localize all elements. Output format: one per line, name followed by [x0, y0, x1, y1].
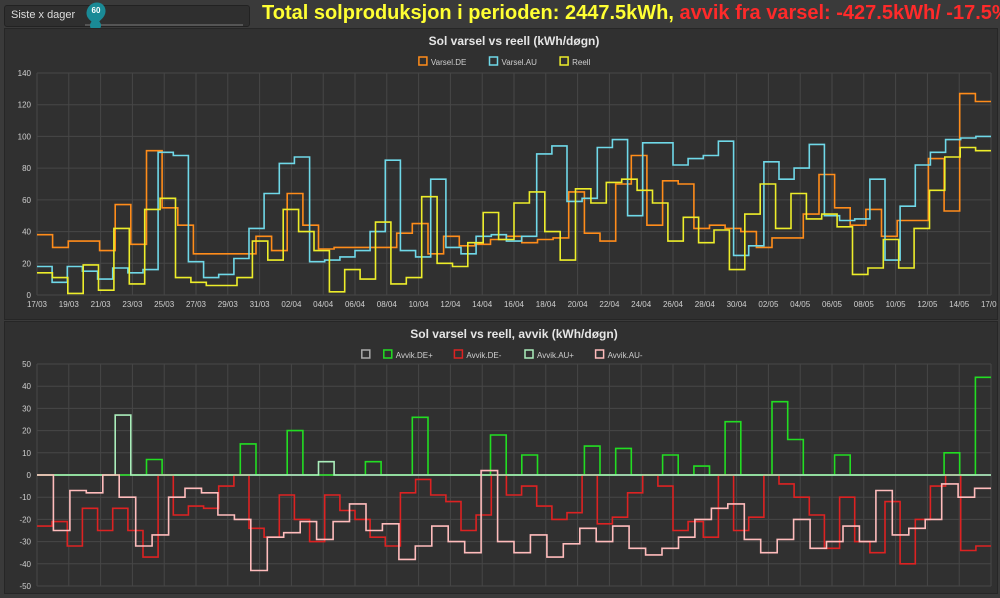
- legend-swatch-reell: [559, 56, 569, 66]
- forecast-vs-actual-chart: Sol varsel vs reell (kWh/døgn) Varsel.DE V…: [18, 34, 1000, 309]
- deviation-chart: Sol varsel vs reell, avvik (kWh/døgn) Avv…: [19, 327, 992, 591]
- legend-label-avvik-de: Avvik.DE+: [396, 351, 433, 360]
- period-label: Siste x dager: [11, 9, 76, 21]
- legend-swatch-avvik-au: [524, 349, 534, 359]
- y-tick-label: 120: [18, 101, 32, 110]
- series-line-avvik-au: [37, 414, 991, 476]
- x-tick-label: 21/03: [91, 300, 112, 309]
- x-tick-label: 14/05: [949, 300, 970, 309]
- y-tick-label: 40: [22, 382, 31, 391]
- legend-label-avvik-au: Avvik.AU-: [608, 351, 643, 360]
- x-tick-label: 28/04: [695, 300, 716, 309]
- slider-value: 60: [91, 6, 101, 15]
- x-tick-label: 08/05: [854, 300, 875, 309]
- y-tick-label: -50: [19, 582, 31, 591]
- legend-label-varsel-de: Varsel.DE: [431, 58, 466, 67]
- x-tick-label: 18/04: [536, 300, 557, 309]
- legend-swatch-baseline: [361, 349, 371, 359]
- headline: Total solproduksjon i perioden: 2447.5kW…: [262, 2, 1000, 25]
- x-tick-label: 22/04: [599, 300, 620, 309]
- x-tick-label: 12/04: [440, 300, 461, 309]
- x-tick-label: 29/03: [218, 300, 239, 309]
- y-tick-label: 40: [22, 228, 31, 237]
- x-tick-label: 16/04: [504, 300, 525, 309]
- x-tick-label: 20/04: [568, 300, 589, 309]
- series-line-varsel-au: [37, 135, 991, 284]
- legend-swatch-avvik-au: [594, 349, 605, 359]
- x-tick-label: 17/05: [981, 300, 997, 309]
- series-line-reell: [37, 146, 991, 295]
- y-tick-label: 100: [18, 132, 32, 141]
- y-tick-label: -40: [19, 560, 31, 569]
- y-tick-label: 0: [27, 471, 32, 480]
- chart-title: Sol varsel vs reell (kWh/døgn): [429, 34, 600, 48]
- period-slider[interactable]: Siste x dager 60: [4, 0, 250, 31]
- x-tick-label: 04/05: [790, 300, 811, 309]
- x-tick-label: 02/04: [281, 300, 302, 309]
- x-tick-label: 04/04: [313, 300, 334, 309]
- y-tick-label: 80: [22, 164, 31, 173]
- y-tick-label: -30: [19, 538, 31, 547]
- y-tick-label: 50: [22, 360, 31, 369]
- x-tick-label: 26/04: [663, 300, 684, 309]
- x-tick-label: 12/05: [917, 300, 938, 309]
- legend-label-varsel-au: Varsel.AU: [502, 58, 538, 67]
- headline-deviation: avvik fra varsel: -427.5kWh/ -17.5%: [679, 2, 1000, 24]
- y-tick-label: 20: [22, 427, 31, 436]
- series-line-avvik-au: [37, 469, 991, 572]
- x-tick-label: 14/04: [472, 300, 493, 309]
- x-tick-label: 02/05: [758, 300, 779, 309]
- legend-swatch-varsel-de: [418, 56, 428, 66]
- y-tick-label: 60: [22, 196, 31, 205]
- chart-title: Sol varsel vs reell, avvik (kWh/døgn): [410, 327, 617, 341]
- y-tick-label: -10: [19, 493, 31, 502]
- legend-swatch-avvik-de: [453, 349, 464, 359]
- x-tick-label: 19/03: [59, 300, 80, 309]
- legend-label-avvik-au: Avvik.AU+: [537, 351, 574, 360]
- y-tick-label: 140: [18, 69, 32, 78]
- x-tick-label: 06/04: [345, 300, 366, 309]
- slider-handle[interactable]: [90, 20, 101, 31]
- x-tick-label: 17/03: [27, 300, 48, 309]
- x-tick-label: 24/04: [631, 300, 652, 309]
- x-tick-label: 10/04: [409, 300, 430, 309]
- deviation-panel: Sol varsel vs reell, avvik (kWh/døgn) Avv…: [4, 321, 998, 594]
- series-line-varsel-de: [37, 92, 991, 255]
- legend-swatch-avvik-de: [383, 349, 393, 359]
- legend-label-avvik-de: Avvik.DE-: [466, 351, 501, 360]
- y-tick-label: 30: [22, 404, 31, 413]
- slider-track[interactable]: [85, 24, 243, 26]
- x-tick-label: 10/05: [886, 300, 907, 309]
- x-tick-label: 25/03: [154, 300, 175, 309]
- x-tick-label: 23/03: [122, 300, 143, 309]
- y-tick-label: -20: [19, 515, 31, 524]
- x-tick-label: 31/03: [250, 300, 271, 309]
- forecast-vs-actual-panel: Sol varsel vs reell (kWh/døgn) Varsel.DE V…: [4, 28, 1000, 320]
- legend-label-reell: Reell: [572, 58, 590, 67]
- x-tick-label: 27/03: [186, 300, 207, 309]
- x-tick-label: 08/04: [377, 300, 398, 309]
- y-tick-label: 10: [22, 449, 31, 458]
- headline-total: Total solproduksjon i perioden: 2447.5kW…: [262, 2, 674, 24]
- x-tick-label: 30/04: [727, 300, 748, 309]
- y-tick-label: 0: [27, 291, 32, 300]
- top-bar: Siste x dager 60 Total solproduksjon i p…: [0, 0, 1000, 31]
- y-tick-label: 20: [22, 259, 31, 268]
- x-tick-label: 06/05: [822, 300, 843, 309]
- legend-swatch-varsel-au: [488, 56, 499, 66]
